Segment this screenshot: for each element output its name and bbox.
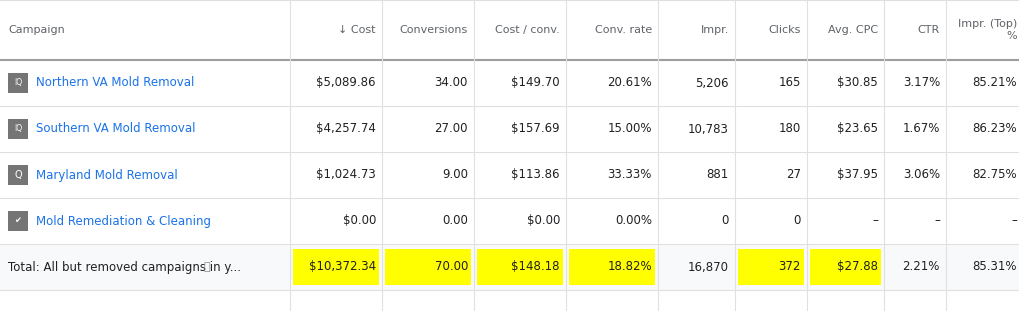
Text: 3.06%: 3.06% [902,169,940,182]
Text: $37.95: $37.95 [837,169,877,182]
Text: $1,024.73: $1,024.73 [316,169,376,182]
Text: 82.75%: 82.75% [971,169,1016,182]
Text: $4,257.74: $4,257.74 [316,123,376,136]
Text: CTR: CTR [917,25,940,35]
Text: 0.00: 0.00 [441,215,468,228]
Text: $0.00: $0.00 [342,215,376,228]
Text: Conversions: Conversions [399,25,468,35]
Text: 15.00%: 15.00% [607,123,651,136]
Text: 0: 0 [793,215,800,228]
Text: Southern VA Mold Removal: Southern VA Mold Removal [36,123,196,136]
Text: 180: 180 [777,123,800,136]
Text: 33.33%: 33.33% [607,169,651,182]
Text: $113.86: $113.86 [511,169,559,182]
Text: Clicks: Clicks [768,25,800,35]
Text: 85.21%: 85.21% [971,77,1016,90]
Text: $149.70: $149.70 [511,77,559,90]
Text: –: – [871,215,877,228]
Text: ✔: ✔ [14,216,21,225]
Text: $5,089.86: $5,089.86 [316,77,376,90]
Text: 20.61%: 20.61% [606,77,651,90]
Bar [8,119,28,139]
Text: 34.00: 34.00 [434,77,468,90]
Bar [477,249,562,285]
Text: IQ: IQ [14,78,22,87]
Text: –: – [1010,215,1016,228]
Text: Avg. CPC: Avg. CPC [827,25,877,35]
Text: 70.00: 70.00 [434,261,468,273]
Text: Cost / conv.: Cost / conv. [495,25,559,35]
Text: –: – [933,215,940,228]
Bar [569,249,654,285]
Bar [0,244,1019,290]
Bar [8,211,28,231]
Text: ⓘ: ⓘ [204,262,210,272]
Text: Q: Q [14,170,21,180]
Bar [738,249,803,285]
Text: 85.31%: 85.31% [971,261,1016,273]
Text: Impr.: Impr. [700,25,729,35]
Text: Impr. (Top)
%: Impr. (Top) % [957,19,1016,41]
Bar [292,249,379,285]
Text: $30.85: $30.85 [837,77,877,90]
Bar [809,249,880,285]
Text: 5,206: 5,206 [695,77,729,90]
Bar [8,165,28,185]
Text: Northern VA Mold Removal: Northern VA Mold Removal [36,77,195,90]
Text: $10,372.34: $10,372.34 [309,261,376,273]
Text: Total: All but removed campaigns in y...: Total: All but removed campaigns in y... [8,261,240,273]
Text: ↓ Cost: ↓ Cost [338,25,376,35]
Text: Conv. rate: Conv. rate [594,25,651,35]
Text: 86.23%: 86.23% [971,123,1016,136]
Text: $148.18: $148.18 [511,261,559,273]
Text: 2.21%: 2.21% [902,261,940,273]
Text: IQ: IQ [14,124,22,133]
Text: $27.88: $27.88 [837,261,877,273]
Bar [8,73,28,93]
Text: 9.00: 9.00 [441,169,468,182]
Text: 1.67%: 1.67% [902,123,940,136]
Text: 0.00%: 0.00% [614,215,651,228]
Text: 16,870: 16,870 [688,261,729,273]
Text: 27.00: 27.00 [434,123,468,136]
Text: 165: 165 [777,77,800,90]
Text: $0.00: $0.00 [526,215,559,228]
Text: Mold Remediation & Cleaning: Mold Remediation & Cleaning [36,215,211,228]
Text: $157.69: $157.69 [511,123,559,136]
Text: 3.17%: 3.17% [902,77,940,90]
Text: $23.65: $23.65 [837,123,877,136]
Text: 0: 0 [720,215,729,228]
Text: 372: 372 [777,261,800,273]
Text: Maryland Mold Removal: Maryland Mold Removal [36,169,177,182]
Text: 881: 881 [706,169,729,182]
Text: 10,783: 10,783 [688,123,729,136]
Text: 27: 27 [786,169,800,182]
Text: 18.82%: 18.82% [606,261,651,273]
Text: Campaign: Campaign [8,25,64,35]
Bar [384,249,471,285]
